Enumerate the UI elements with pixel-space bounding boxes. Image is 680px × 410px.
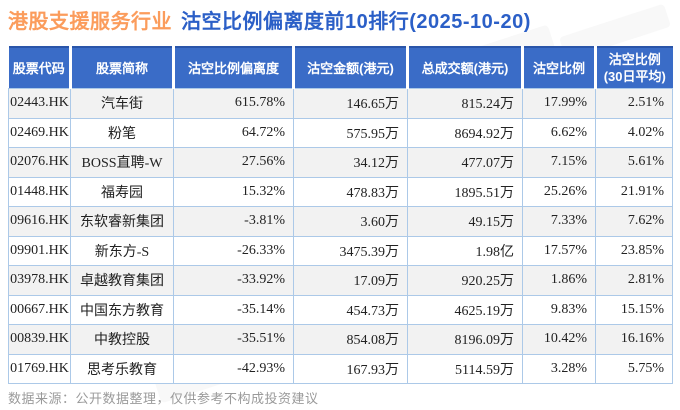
cell-short-ratio: 7.15% — [522, 147, 596, 178]
cell-deviation: -42.93% — [173, 353, 294, 384]
cell-short-amount: 854.08万 — [293, 324, 408, 355]
cell-short-amount: 17.09万 — [293, 265, 408, 296]
table-header: 股票代码 股票简称 沽空比例偏离度 沽空金额(港元) 总成交额(港元) 沽空比例… — [8, 46, 673, 89]
cell-short-ratio: 3.28% — [522, 353, 596, 384]
cell-short-ratio: 10.42% — [522, 324, 596, 355]
col-header-short-ratio-deviation: 沽空比例偏离度 — [172, 46, 294, 89]
cell-stock-name: 新东方-S — [70, 235, 174, 266]
cell-short-amount: 34.12万 — [293, 147, 408, 178]
table-row: 02443.HK 汽车街 615.78% 146.65万 815.24万 17.… — [8, 88, 673, 119]
col-header-short-amount: 沽空金额(港元) — [292, 46, 408, 89]
short-selling-rank-table: 股票代码 股票简称 沽空比例偏离度 沽空金额(港元) 总成交额(港元) 沽空比例… — [8, 46, 673, 384]
title-industry: 港股支援服务行业 — [8, 11, 172, 33]
cell-short-amount: 167.93万 — [293, 353, 408, 384]
col-header-short-ratio-30d-line2: (30日平均) — [603, 69, 666, 84]
table-row: 02469.HK 粉笔 64.72% 575.95万 8694.92万 6.62… — [8, 117, 673, 148]
col-header-short-ratio-30d-line1: 沽空比例 — [608, 52, 661, 67]
cell-short-ratio-30d: 23.85% — [595, 235, 673, 266]
cell-short-amount: 3.60万 — [293, 206, 408, 237]
cell-stock-code: 02076.HK — [8, 147, 71, 178]
cell-short-ratio: 6.62% — [522, 117, 596, 148]
cell-turnover: 477.07万 — [407, 147, 523, 178]
col-header-total-turnover: 总成交额(港元) — [406, 46, 523, 89]
cell-short-amount: 478.83万 — [293, 176, 408, 207]
cell-short-ratio-30d: 21.91% — [595, 176, 673, 207]
cell-short-ratio: 17.57% — [522, 235, 596, 266]
cell-short-ratio-30d: 4.02% — [595, 117, 673, 148]
cell-stock-name: 卓越教育集团 — [70, 265, 174, 296]
cell-stock-code: 02469.HK — [8, 117, 71, 148]
cell-turnover: 8694.92万 — [407, 117, 523, 148]
cell-stock-name: BOSS直聘-W — [70, 147, 174, 178]
cell-short-ratio-30d: 5.61% — [595, 147, 673, 178]
cell-stock-code: 09901.HK — [8, 235, 71, 266]
cell-stock-name: 汽车街 — [70, 88, 174, 119]
cell-short-ratio-30d: 15.15% — [595, 294, 673, 325]
header-row: 股票代码 股票简称 沽空比例偏离度 沽空金额(港元) 总成交额(港元) 沽空比例… — [8, 46, 673, 89]
cell-turnover: 815.24万 — [407, 88, 523, 119]
cell-deviation: 27.56% — [173, 147, 294, 178]
table-body: 02443.HK 汽车街 615.78% 146.65万 815.24万 17.… — [8, 88, 673, 384]
cell-short-ratio-30d: 2.51% — [595, 88, 673, 119]
cell-short-ratio-30d: 16.16% — [595, 324, 673, 355]
table-row: 00839.HK 中教控股 -35.51% 854.08万 8196.09万 1… — [8, 324, 673, 355]
table-row: 01448.HK 福寿园 15.32% 478.83万 1895.51万 25.… — [8, 176, 673, 207]
cell-stock-name: 粉笔 — [70, 117, 174, 148]
cell-stock-name: 中教控股 — [70, 324, 174, 355]
col-header-stock-code: 股票代码 — [8, 46, 71, 89]
cell-stock-name: 福寿园 — [70, 176, 174, 207]
cell-short-ratio: 25.26% — [522, 176, 596, 207]
cell-short-amount: 146.65万 — [293, 88, 408, 119]
cell-short-ratio-30d: 2.81% — [595, 265, 673, 296]
cell-short-amount: 575.95万 — [293, 117, 408, 148]
cell-short-amount: 3475.39万 — [293, 235, 408, 266]
col-header-stock-name: 股票简称 — [69, 46, 174, 89]
data-source-note: 数据来源：公开数据整理，仅供参考不构成投资建议 — [8, 391, 319, 406]
cell-stock-code: 01769.HK — [8, 353, 71, 384]
cell-deviation: -33.92% — [173, 265, 294, 296]
cell-deviation: -35.51% — [173, 324, 294, 355]
cell-deviation: 64.72% — [173, 117, 294, 148]
cell-short-ratio: 17.99% — [522, 88, 596, 119]
cell-stock-code: 00839.HK — [8, 324, 71, 355]
cell-stock-code: 09616.HK — [8, 206, 71, 237]
table-row: 03978.HK 卓越教育集团 -33.92% 17.09万 920.25万 1… — [8, 265, 673, 296]
cell-deviation: -3.81% — [173, 206, 294, 237]
cell-turnover: 8196.09万 — [407, 324, 523, 355]
table-row: 09616.HK 东软睿新集团 -3.81% 3.60万 49.15万 7.33… — [8, 206, 673, 237]
table-row: 01769.HK 思考乐教育 -42.93% 167.93万 5114.59万 … — [8, 353, 673, 384]
cell-deviation: 15.32% — [173, 176, 294, 207]
cell-stock-code: 00667.HK — [8, 294, 71, 325]
table-row: 02076.HK BOSS直聘-W 27.56% 34.12万 477.07万 … — [8, 147, 673, 178]
cell-turnover: 1895.51万 — [407, 176, 523, 207]
cell-stock-name: 东软睿新集团 — [70, 206, 174, 237]
cell-stock-code: 03978.HK — [8, 265, 71, 296]
col-header-short-ratio-30d: 沽空比例 (30日平均) — [594, 46, 673, 89]
cell-short-ratio: 1.86% — [522, 265, 596, 296]
cell-stock-code: 02443.HK — [8, 88, 71, 119]
cell-turnover: 4625.19万 — [407, 294, 523, 325]
cell-turnover: 920.25万 — [407, 265, 523, 296]
cell-short-ratio-30d: 7.62% — [595, 206, 673, 237]
cell-short-ratio-30d: 5.75% — [595, 353, 673, 384]
cell-stock-name: 思考乐教育 — [70, 353, 174, 384]
cell-turnover: 49.15万 — [407, 206, 523, 237]
cell-stock-code: 01448.HK — [8, 176, 71, 207]
table-row: 00667.HK 中国东方教育 -35.14% 454.73万 4625.19万… — [8, 294, 673, 325]
cell-turnover: 1.98亿 — [407, 235, 523, 266]
cell-stock-name: 中国东方教育 — [70, 294, 174, 325]
cell-deviation: -26.33% — [173, 235, 294, 266]
title-ranking: 沽空比例偏离度前10排行(2025-10-20) — [181, 11, 531, 33]
cell-deviation: -35.14% — [173, 294, 294, 325]
page-title: 港股支援服务行业 沽空比例偏离度前10排行(2025-10-20) — [8, 5, 531, 34]
table-row: 09901.HK 新东方-S -26.33% 3475.39万 1.98亿 17… — [8, 235, 673, 266]
cell-turnover: 5114.59万 — [407, 353, 523, 384]
cell-short-amount: 454.73万 — [293, 294, 408, 325]
col-header-short-ratio: 沽空比例 — [521, 46, 596, 89]
cell-short-ratio: 7.33% — [522, 206, 596, 237]
cell-deviation: 615.78% — [173, 88, 294, 119]
cell-short-ratio: 9.83% — [522, 294, 596, 325]
